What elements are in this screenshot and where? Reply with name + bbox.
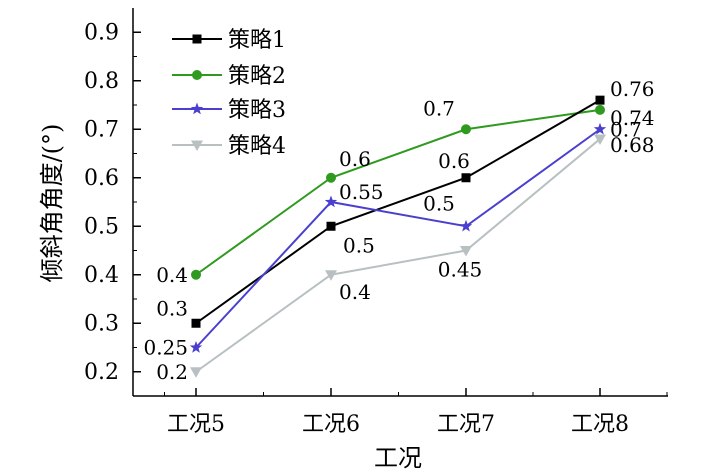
- x-axis-title: 工况: [374, 444, 422, 471]
- x-tick-label: 工况7: [437, 412, 495, 437]
- y-tick-label: 0.8: [84, 69, 119, 94]
- data-point: [190, 367, 202, 378]
- y-tick-label: 0.2: [84, 360, 119, 385]
- legend-item: 策略2: [172, 64, 286, 89]
- legend-item: 策略3: [172, 98, 286, 123]
- data-point: [324, 195, 338, 208]
- legend-label: 策略3: [228, 98, 286, 123]
- data-label: 0.2: [156, 360, 188, 384]
- data-label: 0.4: [156, 263, 188, 287]
- legend: 策略1 策略2 策略3 策略4: [172, 28, 286, 159]
- x-tick-label: 工况8: [571, 412, 629, 437]
- data-label: 0.6: [438, 149, 470, 173]
- data-point: [460, 246, 472, 257]
- data-label: 0.7: [423, 96, 455, 120]
- legend-label: 策略2: [228, 64, 286, 89]
- legend-marker: [192, 70, 202, 80]
- series-4: [190, 134, 606, 378]
- series-3: [189, 122, 607, 353]
- y-tick-label: 0.3: [84, 311, 119, 336]
- legend-marker: [192, 34, 202, 44]
- data-label: 0.45: [438, 258, 483, 282]
- data-point: [461, 124, 471, 135]
- data-label: 0.5: [423, 191, 455, 215]
- data-point: [595, 95, 605, 105]
- data-point: [595, 104, 605, 115]
- data-label: 0.3: [156, 296, 188, 320]
- data-label: 0.74: [610, 106, 655, 130]
- series-1: [191, 95, 605, 328]
- x-tick-label: 工况6: [302, 412, 360, 437]
- y-tick-label: 0.6: [84, 166, 119, 191]
- data-point: [325, 270, 337, 281]
- data-point: [189, 341, 203, 353]
- legend-label: 策略4: [228, 134, 286, 159]
- series-line: [195, 138, 601, 373]
- data-point: [593, 122, 607, 135]
- legend-label: 策略1: [228, 28, 286, 53]
- data-point: [326, 221, 336, 231]
- data-label: 0.7: [610, 117, 642, 141]
- data-label: 0.55: [339, 180, 384, 204]
- data-label: 0.25: [143, 336, 188, 360]
- data-point: [191, 269, 201, 280]
- legend-marker: [191, 140, 203, 151]
- y-tick-label: 0.5: [84, 214, 119, 239]
- data-label: 0.76: [610, 77, 655, 101]
- data-point: [461, 173, 471, 183]
- data-point: [191, 318, 201, 328]
- y-axis-title: 倾斜角角度/(°): [38, 124, 66, 283]
- series-group: [189, 95, 607, 378]
- y-tick-label: 0.7: [84, 117, 119, 142]
- y-tick-label: 0.4: [84, 263, 119, 288]
- legend-marker: [190, 102, 204, 115]
- data-point: [459, 219, 473, 232]
- data-label: 0.68: [610, 133, 655, 157]
- data-labels: 0.30.50.60.760.40.60.7 0.740.250.55 0.50.7…: [143, 77, 654, 384]
- data-label: 0.6: [339, 147, 371, 171]
- series-line: [195, 128, 601, 349]
- data-label: 0.5: [343, 233, 375, 257]
- legend-item: 策略4: [172, 134, 286, 159]
- ticks: 0.2 0.3 0.4 0.5 0.6 0.7 0.8 0.9 工况5 工况6 工况7 工况8: [84, 20, 668, 437]
- series-line: [195, 108, 601, 276]
- series-2: [191, 104, 605, 280]
- data-point: [594, 134, 606, 145]
- data-point: [326, 172, 336, 183]
- x-tick-label: 工况5: [167, 412, 225, 437]
- legend-item: 策略1: [172, 28, 286, 53]
- y-tick-label: 0.9: [84, 20, 119, 45]
- data-label: 0.4: [339, 280, 371, 304]
